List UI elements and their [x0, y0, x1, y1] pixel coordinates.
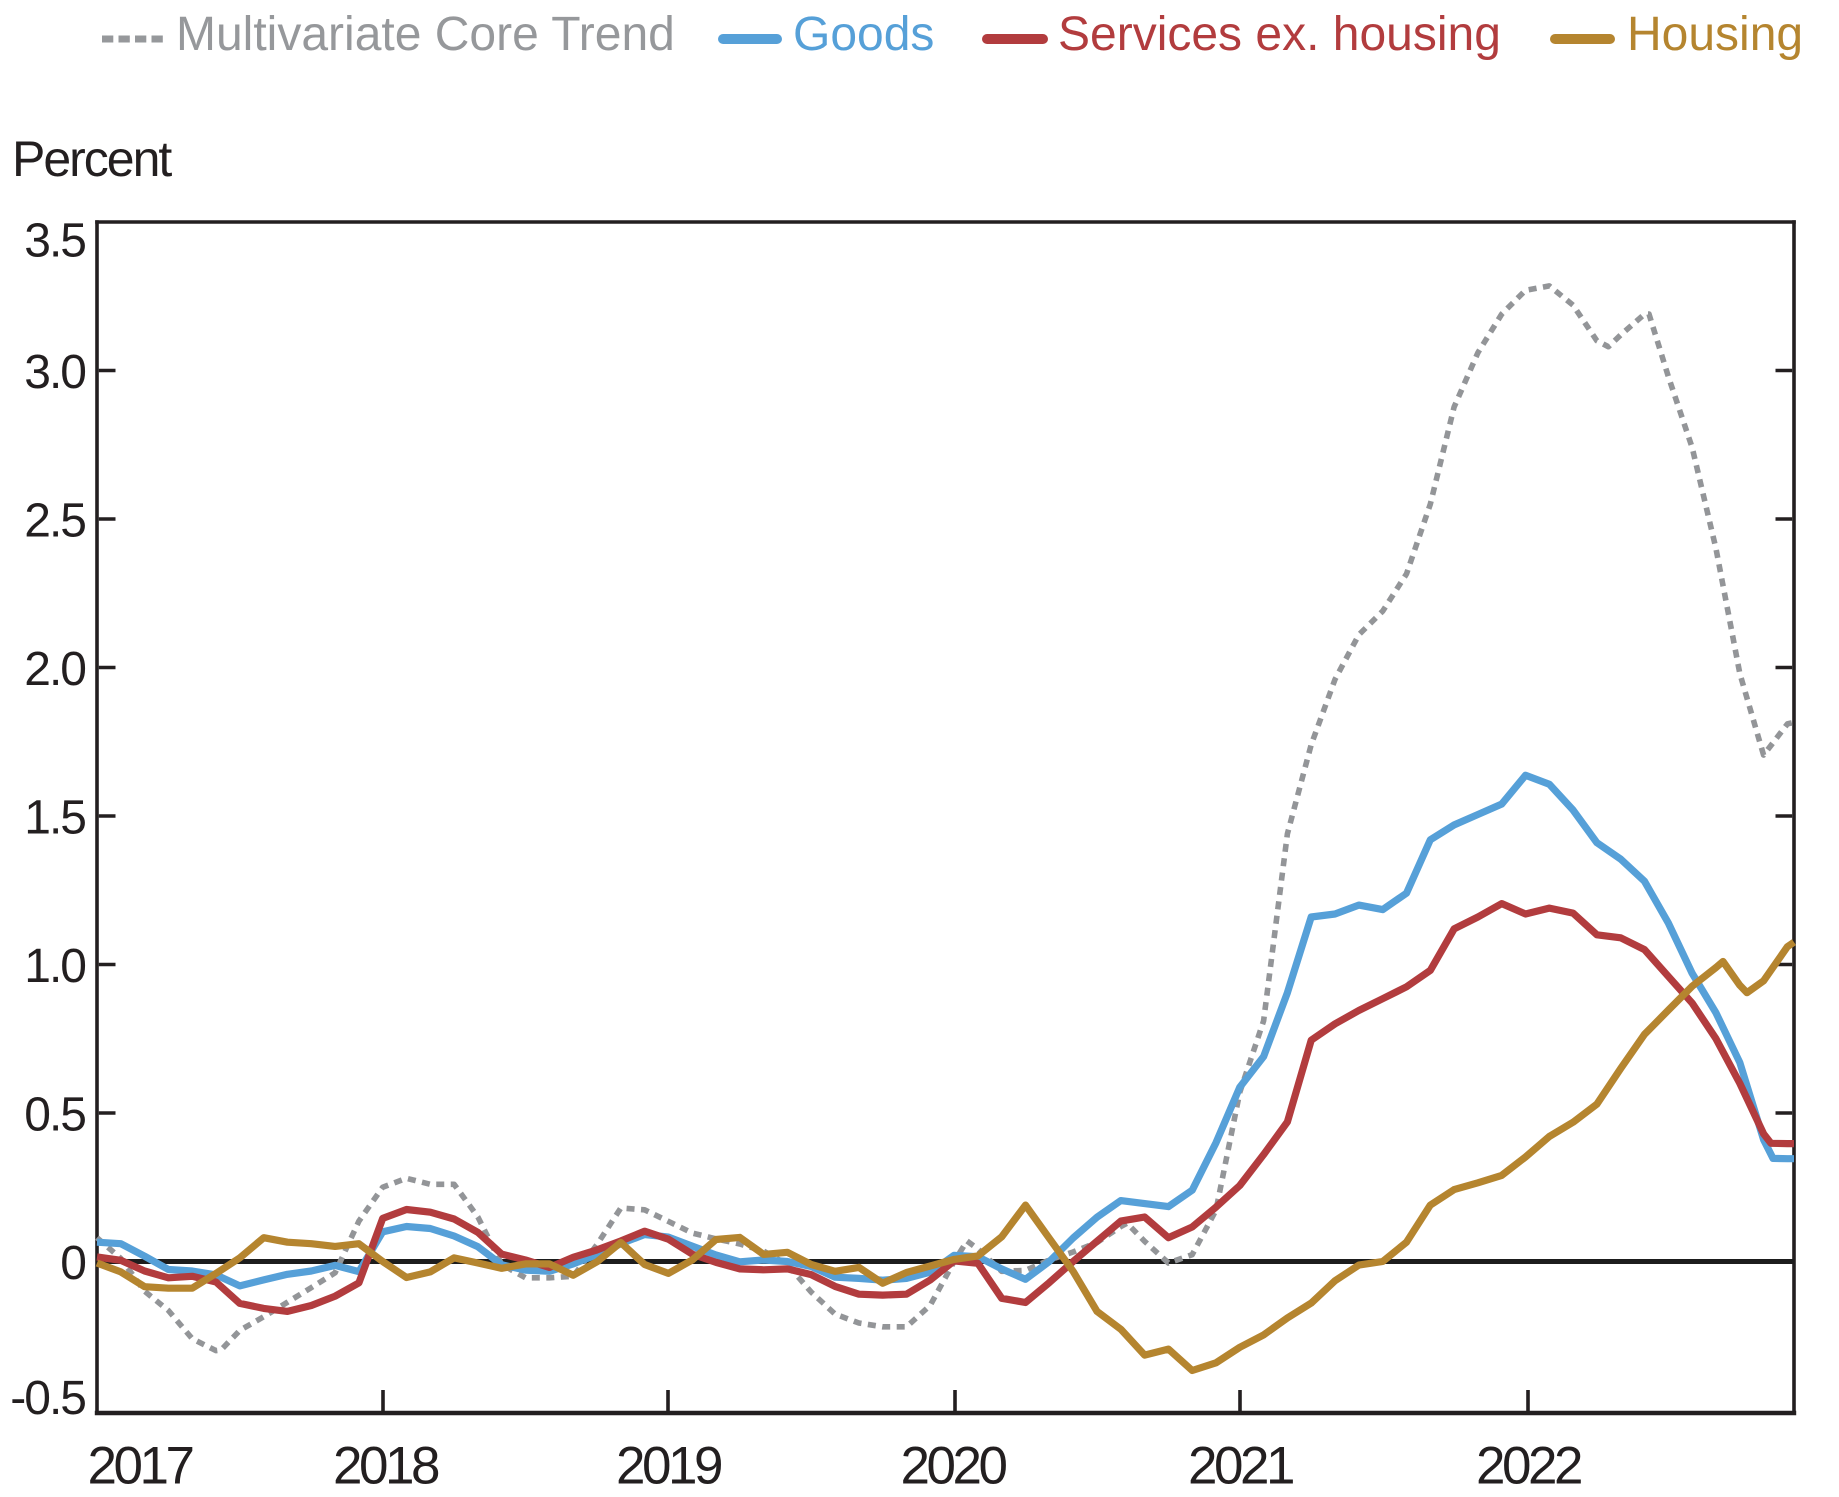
svg-text:2.5: 2.5 — [24, 495, 85, 548]
svg-text:1.5: 1.5 — [24, 792, 85, 845]
svg-text:2021: 2021 — [1188, 1437, 1293, 1493]
svg-text:1.0: 1.0 — [24, 940, 85, 993]
svg-text:3.5: 3.5 — [24, 215, 85, 268]
svg-text:2019: 2019 — [616, 1437, 721, 1493]
svg-text:Percent: Percent — [12, 131, 172, 187]
svg-text:2.0: 2.0 — [24, 643, 85, 696]
svg-text:2022: 2022 — [1476, 1437, 1581, 1493]
svg-text:2017: 2017 — [88, 1437, 193, 1493]
svg-text:Multivariate Core Trend: Multivariate Core Trend — [176, 8, 675, 61]
svg-text:2020: 2020 — [901, 1437, 1007, 1493]
svg-text:0: 0 — [60, 1237, 85, 1290]
svg-text:Housing: Housing — [1627, 8, 1803, 61]
svg-text:-0.5: -0.5 — [10, 1372, 85, 1425]
svg-text:3.0: 3.0 — [24, 346, 85, 399]
svg-text:2018: 2018 — [333, 1437, 439, 1493]
svg-text:Goods: Goods — [793, 8, 934, 61]
svg-text:0.5: 0.5 — [24, 1089, 85, 1142]
svg-text:Services ex. housing: Services ex. housing — [1058, 8, 1501, 61]
